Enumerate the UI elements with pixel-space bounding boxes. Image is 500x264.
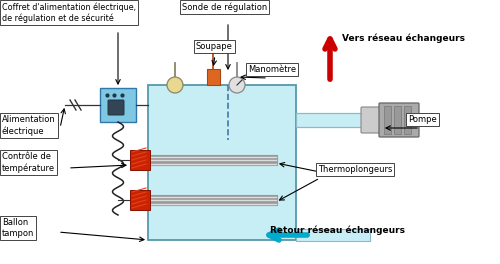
Text: Retour réseau échangeurs: Retour réseau échangeurs: [270, 225, 405, 235]
FancyBboxPatch shape: [296, 229, 370, 241]
FancyBboxPatch shape: [361, 107, 383, 133]
Text: Pompe: Pompe: [408, 115, 437, 124]
Circle shape: [167, 77, 183, 93]
Text: Alimentation
électrique: Alimentation électrique: [2, 115, 56, 136]
FancyBboxPatch shape: [394, 106, 401, 134]
FancyBboxPatch shape: [148, 85, 296, 240]
Text: Thermoplongeurs: Thermoplongeurs: [318, 165, 392, 174]
FancyBboxPatch shape: [100, 88, 136, 122]
FancyBboxPatch shape: [130, 190, 150, 210]
Text: Manomètre: Manomètre: [248, 65, 296, 74]
FancyBboxPatch shape: [379, 103, 419, 137]
FancyBboxPatch shape: [130, 150, 150, 170]
FancyBboxPatch shape: [404, 106, 411, 134]
Text: Sonde de régulation: Sonde de régulation: [182, 2, 267, 12]
FancyBboxPatch shape: [207, 69, 220, 85]
Circle shape: [229, 77, 245, 93]
Text: Contrôle de
température: Contrôle de température: [2, 152, 55, 173]
FancyBboxPatch shape: [296, 113, 390, 127]
Text: Soupape: Soupape: [196, 42, 233, 51]
Text: Vers réseau échangeurs: Vers réseau échangeurs: [342, 33, 465, 43]
FancyBboxPatch shape: [384, 106, 391, 134]
Text: Coffret d'alimentation électrique,
de régulation et de sécurité: Coffret d'alimentation électrique, de ré…: [2, 2, 136, 23]
FancyBboxPatch shape: [108, 100, 124, 115]
Text: Ballon
tampon: Ballon tampon: [2, 218, 34, 238]
